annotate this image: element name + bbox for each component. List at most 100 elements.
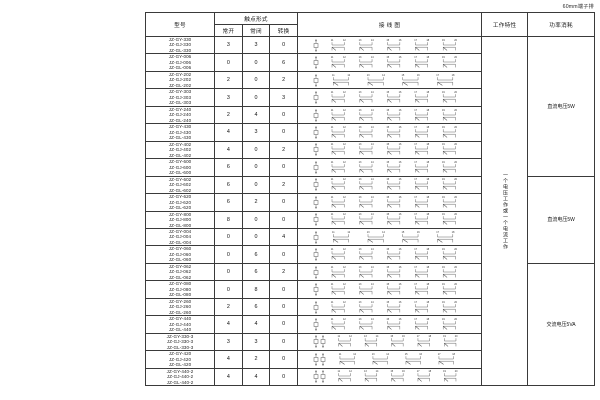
table-row: JZ-GY-600 JZ-GJ-600 JZ-GL-600 6 0 0 11 12 13 14 15… bbox=[144, 158, 595, 177]
svg-text:18: 18 bbox=[426, 179, 429, 182]
contact-count-changeover: 2 bbox=[269, 70, 298, 90]
model-cell: JZ-GY-602 JZ-GJ-602 JZ-GL-602 bbox=[144, 175, 216, 195]
contact-count-changeover: 0 bbox=[269, 245, 298, 264]
svg-text:17: 17 bbox=[414, 91, 417, 94]
svg-text:11: 11 bbox=[330, 301, 333, 304]
model-name: JZ-GJ-202 bbox=[168, 77, 192, 83]
model-name: JZ-GY-800 bbox=[168, 211, 192, 217]
contact-count-normally-closed: 2 bbox=[241, 193, 271, 212]
svg-text:15: 15 bbox=[390, 336, 393, 339]
model-name: JZ-GL-420 bbox=[168, 362, 192, 368]
wiring-diagram-cell: 11 12 13 14 15 16 17 18 19 20 bbox=[296, 88, 483, 107]
model-name: JZ-GY-060 bbox=[168, 246, 192, 252]
contact-count-changeover: 0 bbox=[269, 35, 298, 55]
svg-text:13: 13 bbox=[366, 231, 369, 234]
contact-count-changeover: 0 bbox=[269, 210, 298, 229]
model-name: JZ-GJ-440 bbox=[168, 321, 192, 327]
wiring-diagram: 11 12 13 14 15 16 17 18 19 20 bbox=[298, 369, 481, 384]
header-model: 型号 bbox=[144, 12, 216, 37]
contact-count-normally-open: 6 bbox=[214, 193, 243, 212]
svg-text:16: 16 bbox=[398, 39, 401, 42]
contact-count-changeover: 0 bbox=[269, 367, 298, 387]
model-name: JZ-GY-440 bbox=[168, 316, 192, 322]
svg-text:14: 14 bbox=[370, 196, 373, 199]
svg-text:16: 16 bbox=[398, 56, 401, 59]
table-row: JZ-GY-330 JZ-GJ-330 JZ-GL-330 3 3 0 11 12 13 14 15… bbox=[144, 35, 595, 387]
contact-count-normally-open: 0 bbox=[214, 280, 243, 299]
svg-text:18: 18 bbox=[428, 336, 431, 339]
table-row: JZ-GY-006 JZ-GJ-006 JZ-GL-006 0 0 6 11 12 13 14 15… bbox=[144, 53, 595, 72]
wiring-diagram-cell: 11 12 13 14 15 16 17 18 bbox=[296, 350, 483, 369]
svg-text:16: 16 bbox=[402, 336, 405, 339]
contact-count-changeover: 0 bbox=[269, 193, 298, 212]
svg-text:12: 12 bbox=[343, 91, 346, 94]
svg-text:14: 14 bbox=[370, 39, 373, 42]
svg-text:13: 13 bbox=[358, 318, 361, 321]
relay-specification-table: 型号 触点形式 接 线 图 工作特性 功率消耗 常开 常闭 转换 JZ-GY-3… bbox=[144, 12, 595, 387]
svg-text:14: 14 bbox=[370, 126, 373, 129]
wiring-diagram-cell: 11 12 13 14 15 16 17 18 19 20 bbox=[296, 280, 483, 299]
contact-count-normally-open: 3 bbox=[214, 35, 243, 55]
svg-text:15: 15 bbox=[386, 144, 389, 147]
svg-text:17: 17 bbox=[414, 39, 417, 42]
contact-count-normally-open: 3 bbox=[214, 332, 243, 352]
svg-text:16: 16 bbox=[398, 196, 401, 199]
wiring-diagram: 11 12 13 14 15 16 17 18 bbox=[298, 73, 481, 88]
model-name: JZ-GL-330-3 bbox=[166, 344, 194, 350]
model-name: JZ-GJ-006 bbox=[168, 59, 192, 65]
header-normally-closed: 常闭 bbox=[241, 24, 271, 37]
model-name: JZ-GL-440-2 bbox=[166, 379, 194, 385]
svg-text:20: 20 bbox=[454, 371, 457, 374]
svg-text:15: 15 bbox=[386, 126, 389, 129]
svg-text:17: 17 bbox=[414, 196, 417, 199]
svg-text:14: 14 bbox=[370, 266, 373, 269]
model-name: JZ-GJ-800 bbox=[168, 217, 192, 223]
svg-text:19: 19 bbox=[442, 126, 445, 129]
svg-text:17: 17 bbox=[414, 248, 417, 251]
svg-text:15: 15 bbox=[404, 353, 407, 356]
contact-count-changeover: 0 bbox=[269, 297, 298, 317]
svg-text:14: 14 bbox=[370, 179, 373, 182]
model-name: JZ-GY-602 bbox=[168, 176, 192, 182]
svg-text:20: 20 bbox=[454, 39, 457, 42]
wiring-diagram-cell: 11 12 13 14 15 16 17 18 19 20 bbox=[296, 53, 483, 72]
model-name: JZ-GL-062 bbox=[168, 274, 192, 280]
svg-text:15: 15 bbox=[386, 283, 389, 286]
model-cell: JZ-GY-620 JZ-GJ-620 JZ-GL-620 bbox=[144, 193, 216, 212]
svg-text:17: 17 bbox=[414, 213, 417, 216]
svg-text:15: 15 bbox=[401, 74, 404, 77]
svg-text:14: 14 bbox=[370, 283, 373, 286]
model-name: JZ-GJ-062 bbox=[168, 269, 192, 275]
svg-text:20: 20 bbox=[454, 283, 457, 286]
svg-text:16: 16 bbox=[398, 301, 401, 304]
wiring-diagram: 11 12 13 14 15 16 17 18 19 20 bbox=[298, 282, 481, 297]
model-cell: JZ-GY-440 JZ-GJ-440 JZ-GL-440 bbox=[144, 315, 216, 334]
svg-text:14: 14 bbox=[386, 353, 389, 356]
contact-count-normally-closed: 0 bbox=[241, 70, 271, 90]
model-name: JZ-GY-330-3 bbox=[166, 333, 194, 339]
svg-text:19: 19 bbox=[443, 371, 446, 374]
svg-text:19: 19 bbox=[442, 283, 445, 286]
contact-count-normally-open: 6 bbox=[214, 175, 243, 195]
svg-text:12: 12 bbox=[343, 266, 346, 269]
svg-text:11: 11 bbox=[338, 353, 341, 356]
contact-count-normally-open: 0 bbox=[214, 227, 243, 247]
table-row: JZ-GY-420 JZ-GJ-420 JZ-GL-420 4 2 0 11 12 13 14 15… bbox=[144, 350, 595, 369]
contact-count-normally-open: 4 bbox=[214, 123, 243, 142]
svg-text:19: 19 bbox=[442, 179, 445, 182]
model-name: JZ-GL-240 bbox=[168, 117, 192, 123]
header-characteristic: 工作特性 bbox=[481, 12, 529, 37]
svg-text:16: 16 bbox=[398, 91, 401, 94]
contact-count-changeover: 0 bbox=[269, 158, 298, 177]
svg-text:17: 17 bbox=[414, 179, 417, 182]
wiring-diagram: 11 12 13 14 15 16 17 18 19 20 bbox=[298, 160, 481, 175]
svg-text:11: 11 bbox=[330, 196, 333, 199]
svg-text:15: 15 bbox=[386, 179, 389, 182]
contact-count-normally-closed: 0 bbox=[241, 88, 271, 107]
svg-text:14: 14 bbox=[382, 231, 385, 234]
svg-text:19: 19 bbox=[442, 144, 445, 147]
svg-text:13: 13 bbox=[363, 336, 366, 339]
svg-text:11: 11 bbox=[330, 91, 333, 94]
wiring-diagram-cell: 11 12 13 14 15 16 17 18 19 20 bbox=[296, 367, 483, 387]
